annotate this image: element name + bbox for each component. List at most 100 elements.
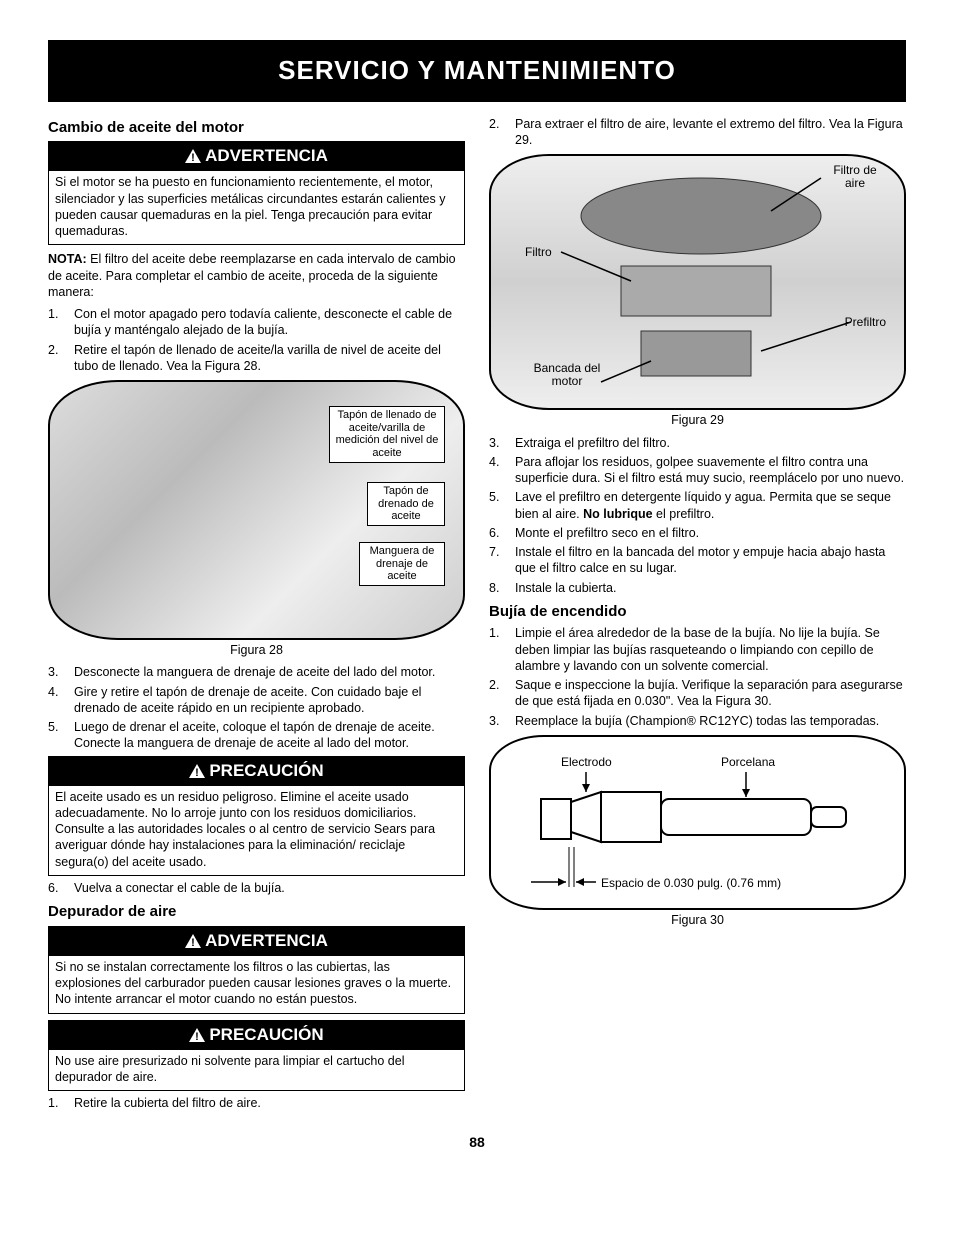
caution-box-1: El aceite usado es un residuo peligroso.… (48, 786, 465, 876)
oil-list-a: 1.Con el motor apagado pero todavía cali… (48, 306, 465, 374)
list-item: 5.Luego de drenar el aceite, coloque el … (48, 719, 465, 752)
warning-label: ADVERTENCIA (205, 931, 328, 950)
list-item-number: 5. (48, 719, 74, 752)
list-item: 1.Con el motor apagado pero todavía cali… (48, 306, 465, 339)
oil-list-b: 3.Desconecte la manguera de drenaje de a… (48, 664, 465, 751)
warning-label: ADVERTENCIA (205, 146, 328, 165)
list-item: 1.Limpie el área alrededor de la base de… (489, 625, 906, 674)
figure-28-frame: Tapón de llenado de aceite/varilla de me… (48, 380, 465, 640)
nota-paragraph: NOTA: El filtro del aceite debe reemplaz… (48, 251, 465, 300)
warning-icon: ! (185, 934, 201, 948)
air-list-a: 1.Retire la cubierta del filtro de aire. (48, 1095, 465, 1111)
figure-29-illustration (491, 156, 904, 408)
list-item-number: 2. (489, 116, 515, 149)
caution-label: PRECAUCIÓN (209, 761, 323, 780)
left-column: Cambio de aceite del motor !ADVERTENCIA … (48, 112, 465, 1116)
list-item-text: Para aflojar los residuos, golpee suavem… (515, 454, 906, 487)
figure-30-caption: Figura 30 (489, 912, 906, 928)
list-item-number: 1. (489, 625, 515, 674)
warning-icon: ! (189, 764, 205, 778)
list-item-text: Retire la cubierta del filtro de aire. (74, 1095, 465, 1111)
list-item-text: Con el motor apagado pero todavía calien… (74, 306, 465, 339)
list-item-number: 1. (48, 306, 74, 339)
figure-28: Tapón de llenado de aceite/varilla de me… (48, 380, 465, 658)
list-item-number: 2. (489, 677, 515, 710)
list-item-text: Para extraer el filtro de aire, levante … (515, 116, 906, 149)
heading-oil-change: Cambio de aceite del motor (48, 118, 465, 138)
heading-spark-plug: Bujía de encendido (489, 602, 906, 622)
page-header: SERVICIO Y MANTENIMIENTO (48, 40, 906, 102)
figure-30: Electrodo Porcelana Espacio de 0.030 pul… (489, 735, 906, 928)
list-item-text: Vuelva a conectar el cable de la bujía. (74, 880, 465, 896)
svg-text:!: ! (191, 152, 195, 163)
list-item: 6.Monte el prefiltro seco en el filtro. (489, 525, 906, 541)
figure-29: Filtro de aire Filtro Prefiltro Bancada … (489, 154, 906, 428)
list-item: 4.Para aflojar los residuos, golpee suav… (489, 454, 906, 487)
warning-banner-2: ! ADVERTENCIA (48, 926, 465, 956)
list-item: 3.Extraiga el prefiltro del filtro. (489, 435, 906, 451)
callout-drain-plug: Tapón de drenado de aceite (367, 482, 445, 526)
list-item: 3.Desconecte la manguera de drenaje de a… (48, 664, 465, 680)
list-item: 2.Para extraer el filtro de aire, levant… (489, 116, 906, 149)
air-list-b: 2.Para extraer el filtro de aire, levant… (489, 116, 906, 149)
caution-banner-2: ! PRECAUCIÓN (48, 1020, 465, 1050)
list-item: 7.Instale el filtro en la bancada del mo… (489, 544, 906, 577)
svg-text:!: ! (196, 767, 200, 778)
list-item: 5.Lave el prefiltro en detergente líquid… (489, 489, 906, 522)
list-item-number: 3. (489, 713, 515, 729)
svg-text:!: ! (191, 937, 195, 948)
list-item-number: 8. (489, 580, 515, 596)
list-item: 6.Vuelva a conectar el cable de la bujía… (48, 880, 465, 896)
oil-list-c: 6.Vuelva a conectar el cable de la bujía… (48, 880, 465, 896)
warning-box-1: Si el motor se ha puesto en funcionamien… (48, 171, 465, 245)
nota-label: NOTA: (48, 252, 87, 266)
list-item-text: Luego de drenar el aceite, coloque el ta… (74, 719, 465, 752)
list-item-number: 7. (489, 544, 515, 577)
list-item-text: Instale la cubierta. (515, 580, 906, 596)
list-item-text: Retire el tapón de llenado de aceite/la … (74, 342, 465, 375)
right-column: 2.Para extraer el filtro de aire, levant… (489, 112, 906, 1116)
air-list-c: 3.Extraiga el prefiltro del filtro.4.Par… (489, 435, 906, 596)
list-item-text: Lave el prefiltro en detergente líquido … (515, 489, 906, 522)
figure-30-frame: Electrodo Porcelana Espacio de 0.030 pul… (489, 735, 906, 910)
list-item-number: 4. (489, 454, 515, 487)
list-item-text: Desconecte la manguera de drenaje de ace… (74, 664, 465, 680)
caution-label: PRECAUCIÓN (209, 1025, 323, 1044)
two-column-layout: Cambio de aceite del motor !ADVERTENCIA … (0, 112, 954, 1128)
list-item-text: Gire y retire el tapón de drenaje de ace… (74, 684, 465, 717)
list-item-number: 2. (48, 342, 74, 375)
list-item: 3.Reemplace la bujía (Champion® RC12YC) … (489, 713, 906, 729)
list-item-number: 1. (48, 1095, 74, 1111)
page-number: 88 (0, 1127, 954, 1171)
list-item-text: Saque e inspeccione la bujía. Verifique … (515, 677, 906, 710)
warning-icon: ! (185, 149, 201, 163)
list-item-text: Instale el filtro en la bancada del moto… (515, 544, 906, 577)
figure-28-caption: Figura 28 (48, 642, 465, 658)
list-item: 2.Saque e inspeccione la bujía. Verifiqu… (489, 677, 906, 710)
list-item-number: 3. (489, 435, 515, 451)
spark-list: 1.Limpie el área alrededor de la base de… (489, 625, 906, 729)
figure-29-caption: Figura 29 (489, 412, 906, 428)
list-item: 8.Instale la cubierta. (489, 580, 906, 596)
list-item: 2.Retire el tapón de llenado de aceite/l… (48, 342, 465, 375)
list-item-text: Reemplace la bujía (Champion® RC12YC) to… (515, 713, 906, 729)
nota-text: El filtro del aceite debe reemplazarse e… (48, 252, 456, 299)
list-item-text: Extraiga el prefiltro del filtro. (515, 435, 906, 451)
list-item-number: 6. (48, 880, 74, 896)
svg-text:!: ! (196, 1031, 200, 1042)
callout-fill-cap: Tapón de llenado de aceite/varilla de me… (329, 406, 445, 463)
list-item-number: 5. (489, 489, 515, 522)
list-item-number: 3. (48, 664, 74, 680)
caution-box-2: No use aire presurizado ni solvente para… (48, 1050, 465, 1092)
list-item-text: Monte el prefiltro seco en el filtro. (515, 525, 906, 541)
warning-box-2: Si no se instalan correctamente los filt… (48, 956, 465, 1014)
callout-drain-hose: Manguera de drenaje de aceite (359, 542, 445, 586)
heading-air-filter: Depurador de aire (48, 902, 465, 922)
caution-banner-1: ! PRECAUCIÓN (48, 756, 465, 786)
list-item: 4.Gire y retire el tapón de drenaje de a… (48, 684, 465, 717)
list-item: 1.Retire la cubierta del filtro de aire. (48, 1095, 465, 1111)
warning-banner-1: ! ADVERTENCIA (48, 141, 465, 171)
list-item-number: 4. (48, 684, 74, 717)
warning-icon: ! (189, 1028, 205, 1042)
list-item-text: Limpie el área alrededor de la base de l… (515, 625, 906, 674)
